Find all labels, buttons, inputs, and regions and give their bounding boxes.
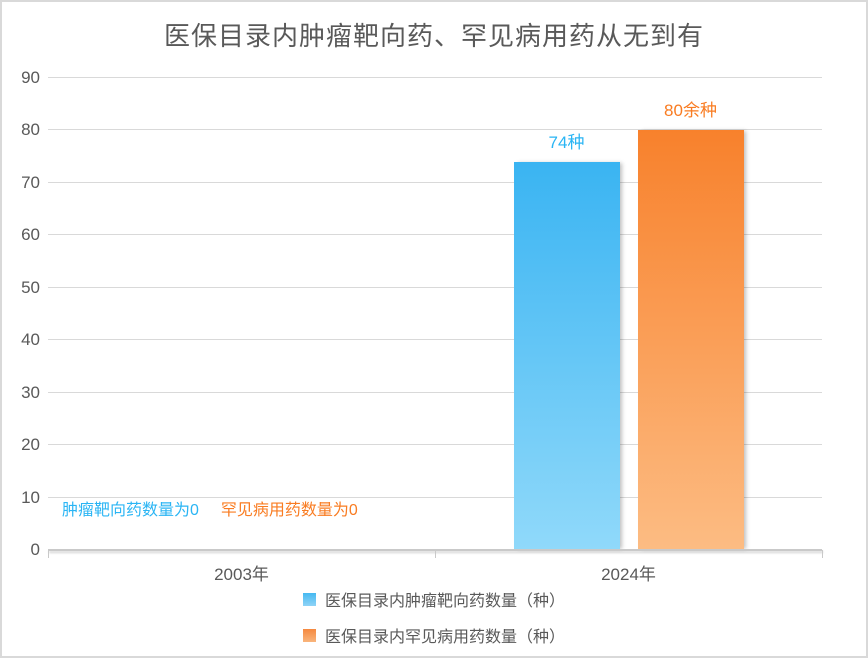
legend-swatch [302, 592, 316, 606]
legend: 医保目录内肿瘤靶向药数量（种） 医保目录内罕见病用药数量（种） [2, 587, 866, 647]
y-axis-tick-label: 70 [21, 172, 40, 192]
gridline [48, 391, 822, 393]
gridline [48, 496, 822, 498]
gridline [48, 77, 822, 78]
y-axis-tick-label: 60 [21, 225, 40, 245]
bar-tumor-targeted-drugs [513, 161, 620, 550]
x-axis-category-label: 2024年 [601, 565, 656, 584]
y-axis-tick-label: 0 [30, 540, 40, 559]
legend-item: 医保目录内肿瘤靶向药数量（种） [302, 587, 565, 611]
gridline [48, 129, 822, 131]
gridline [48, 234, 822, 236]
y-axis-tick-label: 20 [21, 435, 40, 455]
x-axis-tick [435, 550, 436, 558]
y-axis-tick-label: 10 [21, 487, 40, 507]
zero-annotation: 罕见病用药数量为0 [220, 502, 358, 519]
bar-rare-disease-drugs [637, 130, 744, 550]
legend-swatch [302, 628, 316, 642]
legend-label: 医保目录内罕见病用药数量（种） [324, 629, 565, 646]
zero-annotation: 肿瘤靶向药数量为0 [62, 502, 199, 519]
x-axis-tick [48, 550, 49, 558]
gridline [48, 286, 822, 288]
y-axis-tick-label: 80 [21, 120, 40, 140]
legend-item: 医保目录内罕见病用药数量（种） [302, 623, 565, 647]
bar-value-label: 80余种 [664, 101, 717, 121]
y-axis-tick-label: 90 [21, 68, 40, 87]
zero-value-annotations: 肿瘤靶向药数量为0 罕见病用药数量为0 [62, 496, 358, 520]
x-axis-category-label: 2003年 [214, 565, 269, 584]
gridline [48, 444, 822, 446]
y-axis-tick-label: 50 [21, 277, 40, 297]
chart-title: 医保目录内肿瘤靶向药、罕见病用药从无到有 [163, 21, 704, 51]
y-axis-tick-label: 30 [21, 382, 40, 402]
gridline [48, 181, 822, 183]
plot-area: 74种 80余种 肿瘤靶向药数量为0 罕见病用药数量为0 [48, 77, 822, 551]
legend-label: 医保目录内肿瘤靶向药数量（种） [324, 593, 565, 610]
bar-value-label: 74种 [548, 132, 585, 152]
gridline [48, 339, 822, 341]
x-axis-tick [822, 550, 823, 558]
y-axis-tick-label: 40 [21, 330, 40, 350]
